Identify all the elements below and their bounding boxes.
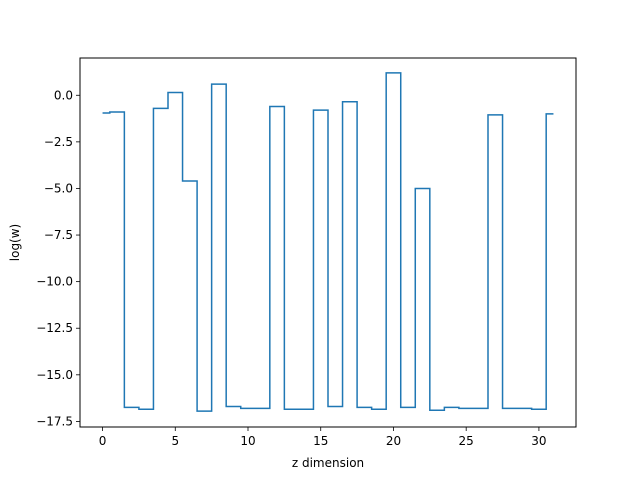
series-layer bbox=[102, 72, 554, 412]
y-tick-label: −7.5 bbox=[44, 228, 73, 242]
x-tick-label: 15 bbox=[313, 434, 328, 448]
y-axis-ticks: 0.0 −2.5 −5.0 −7.5 −10.0 −12.5 −15.0 −17.5 bbox=[36, 88, 80, 428]
x-tick-label: 0 bbox=[99, 434, 107, 448]
y-tick-label: −5.0 bbox=[44, 181, 73, 195]
y-tick-label: −10.0 bbox=[36, 275, 73, 289]
x-tick-label: 30 bbox=[531, 434, 546, 448]
plot-frame bbox=[79, 57, 577, 428]
y-tick-label: 0.0 bbox=[54, 88, 73, 102]
x-tick-label: 20 bbox=[386, 434, 401, 448]
y-tick-label: −15.0 bbox=[36, 368, 73, 382]
x-tick-label: 25 bbox=[459, 434, 474, 448]
y-axis-label: log(w) bbox=[8, 224, 22, 261]
y-tick-label: −12.5 bbox=[36, 321, 73, 335]
x-tick-label: 10 bbox=[240, 434, 255, 448]
y-tick-label: −17.5 bbox=[36, 414, 73, 428]
x-axis-label: z dimension bbox=[292, 456, 364, 470]
x-tick-label: 5 bbox=[171, 434, 179, 448]
x-axis-ticks: 0 5 10 15 20 25 30 bbox=[99, 427, 547, 448]
series-line-0 bbox=[102, 72, 554, 412]
y-tick-label: −2.5 bbox=[44, 135, 73, 149]
